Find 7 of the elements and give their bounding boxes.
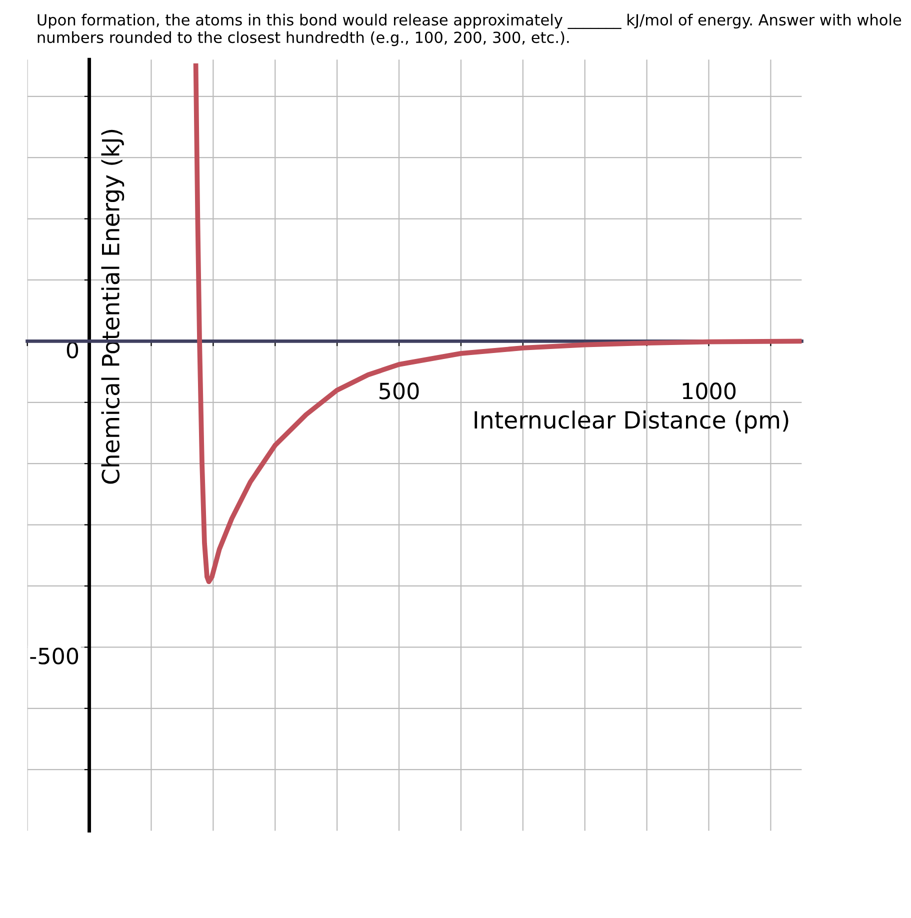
chart-title: Upon formation, the atoms in this bond would release approximately _______ kJ/mol of energy. Answer with whole numbers rounded to the closest hundredth (e.g., 100, 200, 300, etc.). [38,14,902,46]
y-tick-label: 0 [66,342,78,358]
x-axis-title: Internuclear Distance (pm) [474,410,788,434]
y-tick-label: -500 [30,648,78,664]
y-axis-title: Chemical Potential Energy (kJ) [101,130,124,484]
x-tick-label: 500 [380,382,419,400]
x-tick-label: 1000 [682,382,736,400]
